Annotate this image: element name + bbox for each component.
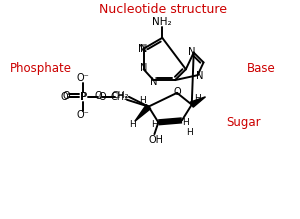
Text: Base: Base (247, 62, 276, 75)
Text: Phosphate: Phosphate (10, 62, 71, 75)
Text: CH₂: CH₂ (110, 92, 128, 102)
Text: H: H (194, 94, 201, 103)
Text: O: O (94, 91, 102, 101)
Text: CH₂: CH₂ (111, 91, 129, 100)
Text: N: N (188, 47, 196, 57)
Text: N: N (196, 71, 203, 81)
Text: Nucleotide structure: Nucleotide structure (99, 3, 227, 16)
Text: H: H (151, 120, 158, 129)
Text: H: H (139, 96, 146, 105)
Text: N: N (140, 63, 147, 73)
Text: NH₂: NH₂ (152, 17, 172, 27)
Text: O: O (99, 92, 106, 102)
Text: O: O (62, 91, 70, 101)
Text: N: N (140, 44, 147, 54)
Text: N: N (138, 44, 146, 54)
Polygon shape (190, 97, 206, 107)
Text: O: O (60, 92, 68, 102)
Text: N: N (150, 77, 157, 87)
Text: H: H (129, 120, 136, 129)
Text: H: H (186, 128, 193, 137)
Text: P: P (80, 92, 86, 102)
Text: O: O (173, 87, 181, 97)
Text: OH: OH (149, 135, 164, 145)
Text: Sugar: Sugar (226, 116, 261, 129)
Polygon shape (135, 105, 151, 121)
Text: O⁻: O⁻ (76, 110, 89, 120)
Text: O⁻: O⁻ (76, 73, 89, 83)
Text: H: H (182, 118, 189, 127)
Text: P: P (81, 92, 87, 102)
